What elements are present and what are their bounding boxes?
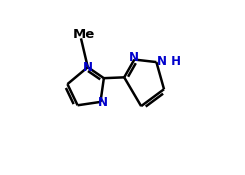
Text: N H: N H: [157, 55, 181, 68]
Text: N: N: [83, 61, 93, 74]
Text: N: N: [129, 51, 139, 64]
Text: Me: Me: [73, 29, 95, 41]
Text: N: N: [98, 96, 108, 109]
